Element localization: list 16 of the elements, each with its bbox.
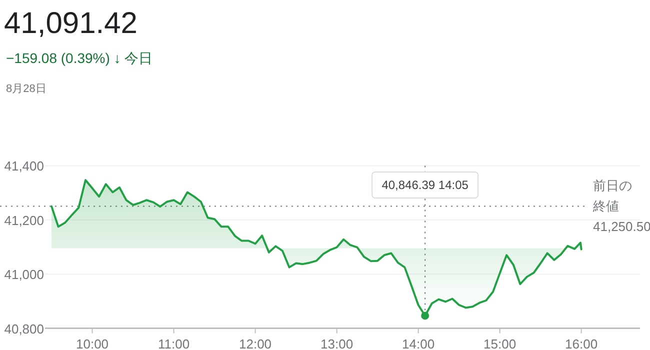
- ref-line-label: 前日の終値 41,250.50: [592, 178, 650, 234]
- chart-title: 41,091.42: [4, 7, 138, 40]
- chart-subtitle: −159.08 (0.39%) ↓ 今日: [6, 50, 153, 66]
- x-tick-label: 10:00: [76, 336, 109, 350]
- text: 8月28日: [6, 83, 46, 95]
- y-tick-label: 40,800: [4, 321, 44, 336]
- x-tick-label: 16:00: [565, 336, 598, 350]
- x-tick-label: 13:00: [320, 336, 354, 350]
- y-tick-label: 41,200: [4, 212, 44, 228]
- x-tick-label: 11:00: [158, 336, 190, 350]
- x-tick-label: 15:00: [484, 336, 516, 350]
- annotation: 40,846.39 14:05: [382, 178, 469, 192]
- y-tick-label: 41,400: [4, 158, 44, 174]
- x-tick-label: 12:00: [239, 336, 272, 350]
- x-tick-label: 14:00: [402, 336, 435, 350]
- y-tick-label: 41,000: [4, 267, 44, 282]
